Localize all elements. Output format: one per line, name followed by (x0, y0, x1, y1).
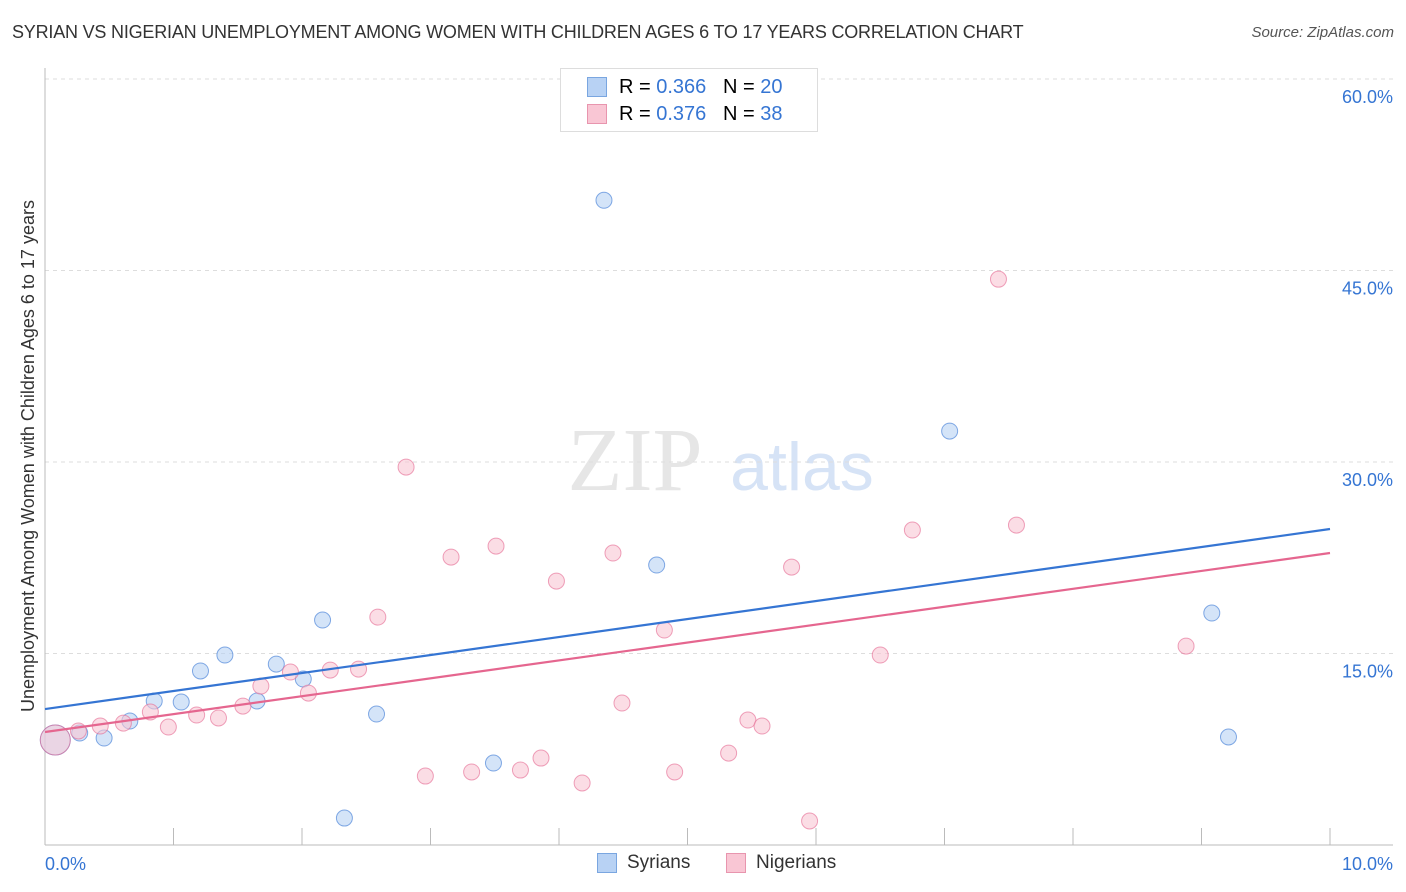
syrians-point (216, 646, 234, 664)
syrians-point (484, 754, 502, 772)
nigerians-point (416, 767, 434, 785)
syrians-point (267, 655, 285, 673)
y-tick-label: 15.0% (1342, 662, 1393, 682)
syrians-trend-line (44, 527, 1331, 711)
syrians-point (368, 705, 386, 723)
nigerians-point (397, 458, 415, 476)
nigerians-point (655, 621, 673, 639)
n-value: 38 (760, 102, 783, 125)
legend: R = 0.366 N = 20 R = 0.376 N = 38 (560, 68, 818, 132)
nigerians-point (871, 646, 889, 664)
nigerians-point (69, 722, 87, 740)
y-tick-label: 45.0% (1342, 279, 1393, 299)
nigerians-point (753, 717, 771, 735)
syrians-swatch (587, 77, 607, 97)
nigerians-point (547, 572, 565, 590)
syrians-swatch (597, 853, 617, 873)
nigerians-point (573, 774, 591, 792)
nigerians-point (114, 714, 132, 732)
nigerians-point (209, 709, 227, 727)
syrians-point (1203, 604, 1221, 622)
nigerians-point (720, 744, 738, 762)
nigerians-point (463, 763, 481, 781)
x-tick-label: 0.0% (45, 854, 86, 874)
n-label: N = (722, 102, 761, 125)
nigerians-point (666, 763, 684, 781)
nigerians-swatch (587, 104, 607, 124)
syrians-point (172, 693, 190, 711)
syrians-point (941, 422, 959, 440)
nigerians-point (281, 663, 299, 681)
n-label: N = (722, 75, 761, 98)
nigerians-swatch (726, 853, 746, 873)
nigerians-point (903, 521, 921, 539)
nigerians-point (369, 608, 387, 626)
y-tick-label: 60.0% (1342, 87, 1393, 107)
nigerians-point (1177, 637, 1195, 655)
watermark-zip: ZIP (568, 411, 703, 510)
legend-row-nigerians: R = 0.376 N = 38 (587, 101, 782, 127)
r-label: R = (619, 102, 657, 125)
nigerians-point (532, 749, 550, 767)
nigerians-point (604, 544, 622, 562)
syrians-point (191, 662, 209, 680)
legend-item-nigerians: Nigerians (726, 852, 836, 874)
syrians-point (648, 556, 666, 574)
n-value: 20 (760, 75, 783, 98)
r-value: 0.376 (656, 102, 707, 125)
legend-row-syrians: R = 0.366 N = 20 (587, 74, 782, 100)
nigerians-point (783, 558, 801, 576)
syrians-point (314, 611, 332, 629)
nigerians-point (1007, 516, 1025, 534)
syrians-point (595, 191, 613, 209)
nigerians-point (299, 684, 317, 702)
nigerians-point (511, 761, 529, 779)
nigerians-point (989, 270, 1007, 288)
nigerians-point (613, 694, 631, 712)
nigerians-trend-line (44, 551, 1331, 734)
watermark-atlas: atlas (730, 429, 874, 505)
source-label: Source: ZipAtlas.com (1251, 24, 1394, 41)
syrians-point (1219, 728, 1237, 746)
nigerians-point (801, 812, 819, 830)
x-tick-label: 10.0% (1342, 854, 1393, 874)
chart-title: SYRIAN VS NIGERIAN UNEMPLOYMENT AMONG WO… (12, 22, 1024, 42)
legend-item-syrians: Syrians (597, 852, 690, 874)
y-tick-label: 30.0% (1342, 470, 1393, 490)
nigerians-point (442, 548, 460, 566)
syrians-point (335, 809, 353, 827)
legend-label: Syrians (627, 852, 691, 873)
y-axis-label: Unemployment Among Women with Children A… (18, 200, 38, 712)
nigerians-point (739, 711, 757, 729)
nigerians-point (159, 718, 177, 736)
r-label: R = (619, 75, 657, 98)
r-value: 0.366 (656, 75, 707, 98)
nigerians-point (487, 537, 505, 555)
legend-label: Nigerians (756, 852, 837, 873)
